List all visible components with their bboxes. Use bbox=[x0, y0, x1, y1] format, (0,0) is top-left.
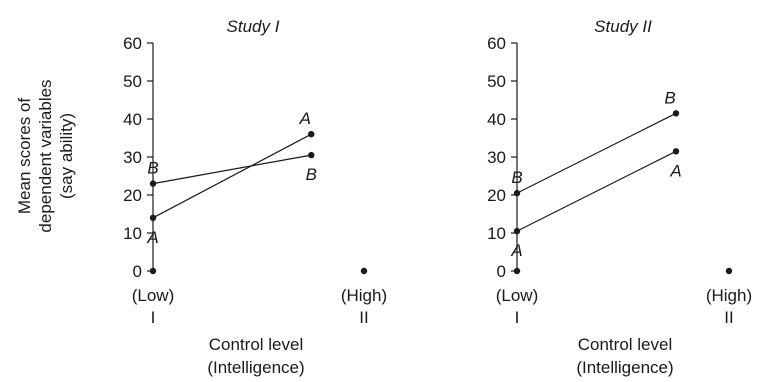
study-i-x-axis-label-line-1: Control level bbox=[209, 335, 304, 354]
study-i-series-A-point-1-label: A bbox=[146, 228, 158, 247]
study-i-series-A-line bbox=[152, 133, 312, 219]
study-i-series-A-point-2-label: A bbox=[299, 109, 311, 128]
study-i-series-B-point-1 bbox=[149, 180, 157, 187]
study-ii-y-tick-label-30: 30 bbox=[487, 148, 506, 167]
study-ii-series-A-line bbox=[516, 150, 677, 232]
study-i-series-A-point-1 bbox=[149, 214, 157, 221]
study-i-baseline-point-1 bbox=[149, 267, 157, 275]
study-i-y-axis-label-line-1: Mean scores of bbox=[15, 98, 34, 214]
study-i-y-axis-label-line-2: dependent variables bbox=[36, 79, 55, 232]
study-ii-title: Study II bbox=[594, 17, 652, 36]
study-ii-y-tick-label-60: 60 bbox=[487, 34, 506, 53]
study-i-x-tick-label-2-line-1: (High) bbox=[341, 286, 387, 305]
study-i-series-B-point-2 bbox=[308, 151, 315, 159]
study-i-panel: Study I Mean scores of dependent variabl… bbox=[15, 17, 387, 377]
study-ii-x-axis-label-line-2: (Intelligence) bbox=[576, 358, 673, 377]
study-ii-x-tick-label-1-line-1: (Low) bbox=[496, 286, 539, 305]
study-ii-y-tick-label-0: 0 bbox=[497, 262, 506, 281]
study-ii-x-axis-label-line-1: Control level bbox=[578, 335, 673, 354]
study-i-series-A-point-2 bbox=[308, 131, 315, 138]
study-ii-x-tick-label-2-line-1: (High) bbox=[706, 286, 752, 305]
study-ii-y-tick-label-10: 10 bbox=[487, 224, 506, 243]
study-i-series-B-point-2-label: B bbox=[306, 165, 317, 184]
study-i-y-axis-label-line-3: (say ability) bbox=[57, 113, 76, 199]
study-i-y-tick-label-0: 0 bbox=[133, 262, 142, 281]
study-i-series-B-line bbox=[152, 154, 312, 185]
study-ii-baseline-point-1 bbox=[513, 267, 521, 275]
study-ii-series-A-point-2-label: A bbox=[669, 161, 681, 180]
study-i-x-tick-label-1-line-2: I bbox=[151, 308, 156, 327]
study-i-baseline-point-2 bbox=[360, 267, 368, 275]
study-ii-y-tick-label-40: 40 bbox=[487, 110, 506, 129]
study-i-y-tick-label-10: 10 bbox=[123, 224, 142, 243]
study-i-title: Study I bbox=[227, 17, 280, 36]
study-ii-panel: Study II Control level (Intelligence) 0 1… bbox=[487, 17, 752, 377]
study-ii-y-tick-label-50: 50 bbox=[487, 72, 506, 91]
study-ii-baseline-point-2 bbox=[725, 267, 733, 275]
study-ii-y-tick-label-20: 20 bbox=[487, 186, 506, 205]
study-i-x-axis-label-line-2: (Intelligence) bbox=[207, 358, 304, 377]
study-i-x-tick-label-2-line-2: II bbox=[359, 308, 368, 327]
study-i-y-tick-label-60: 60 bbox=[123, 34, 142, 53]
study-ii-series-B-line bbox=[516, 112, 677, 194]
study-ii-series-A-point-1-label: A bbox=[510, 241, 522, 260]
study-i-y-tick-label-30: 30 bbox=[123, 148, 142, 167]
study-ii-series-B-point-1 bbox=[513, 189, 521, 197]
study-i-y-tick-label-50: 50 bbox=[123, 72, 142, 91]
study-i-y-tick-label-20: 20 bbox=[123, 186, 142, 205]
study-ii-series-A-point-1 bbox=[513, 227, 521, 235]
study-ii-series-B-point-1-label: B bbox=[511, 168, 522, 187]
study-i-series-B-point-1-label: B bbox=[147, 159, 158, 178]
study-i-x-tick-label-1-line-1: (Low) bbox=[132, 286, 175, 305]
study-ii-series-A-point-2 bbox=[672, 148, 680, 155]
study-ii-x-tick-label-2-line-2: II bbox=[724, 308, 733, 327]
study-ii-series-B-point-2 bbox=[672, 110, 680, 117]
study-ii-x-tick-label-1-line-2: I bbox=[515, 308, 520, 327]
study-ii-series-B-point-2-label: B bbox=[664, 88, 675, 107]
study-i-y-tick-label-40: 40 bbox=[123, 110, 142, 129]
